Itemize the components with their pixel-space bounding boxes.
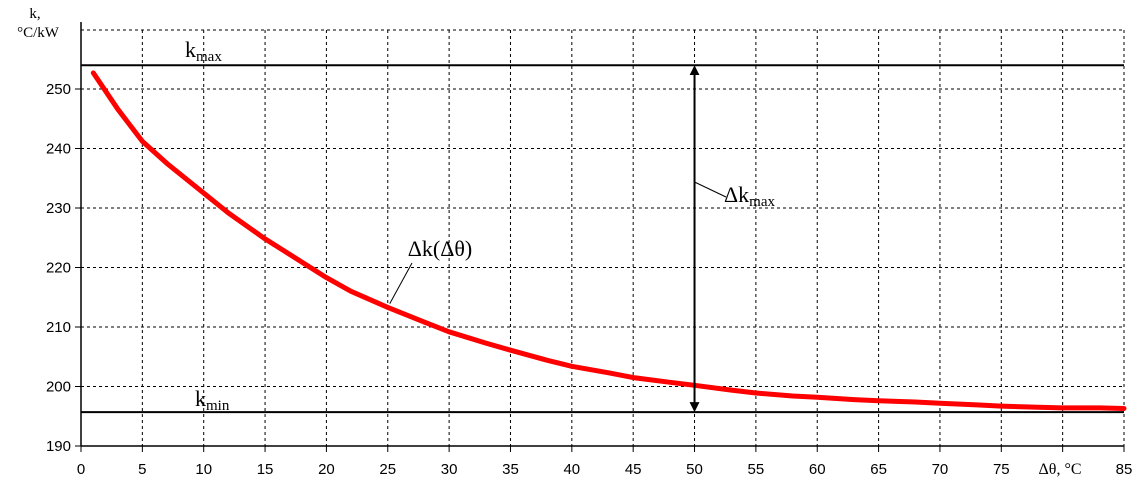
reference-label-max: kmax: [185, 37, 222, 65]
reference-lines: kmax kmin: [81, 37, 1124, 414]
curve-label: Δk(Δθ): [408, 236, 473, 261]
x-tick-label: 55: [748, 461, 765, 478]
x-axis-label: Δθ, °C: [1038, 461, 1081, 478]
y-tick-label: 250: [46, 81, 71, 98]
series-group: [90, 70, 1127, 411]
annotations: Δkmax: [389, 65, 775, 413]
x-tick-label: 65: [870, 461, 887, 478]
x-tick-label: 25: [379, 461, 396, 478]
x-tick-label: 60: [809, 461, 826, 478]
y-tick-label: 210: [46, 319, 71, 336]
x-tick-label: 50: [686, 461, 703, 478]
x-tick-label: 45: [625, 461, 642, 478]
x-tick-label: 70: [932, 461, 949, 478]
x-tick-label: 30: [441, 461, 458, 478]
y-tick-label: 200: [46, 379, 71, 396]
delta-kmax-leader: [694, 181, 727, 198]
series-line: [90, 70, 1127, 411]
y-axis-label-line1: k,: [29, 6, 40, 22]
x-tick-label: 35: [502, 461, 519, 478]
y-tick-labels: 190 200 210 220 230 240 250: [46, 81, 71, 455]
y-axis-label-line2: °C/kW: [17, 25, 60, 41]
x-tick-label: 10: [195, 461, 212, 478]
x-tick-labels: 0 5 10 15 20 25 30 35 40 45 50 55 60 65 70 75 85: [77, 461, 1133, 478]
x-tick-label: 40: [563, 461, 580, 478]
y-tick-label: 240: [46, 141, 71, 158]
x-tick-label: 5: [138, 461, 146, 478]
delta-kmax-label: Δkmax: [724, 182, 775, 210]
reference-label-min: kmin: [195, 386, 230, 414]
axes: [75, 22, 1125, 452]
y-tick-label: 190: [46, 438, 71, 455]
grid: [81, 29, 1125, 446]
y-tick-label: 230: [46, 200, 71, 217]
x-tick-label: 85: [1116, 461, 1133, 478]
x-tick-label: 20: [318, 461, 335, 478]
x-tick-label: 15: [257, 461, 274, 478]
x-tick-label: 0: [77, 461, 85, 478]
curve-label-leader: [389, 262, 413, 304]
y-tick-label: 220: [46, 260, 71, 277]
x-tick-label: 75: [993, 461, 1010, 478]
